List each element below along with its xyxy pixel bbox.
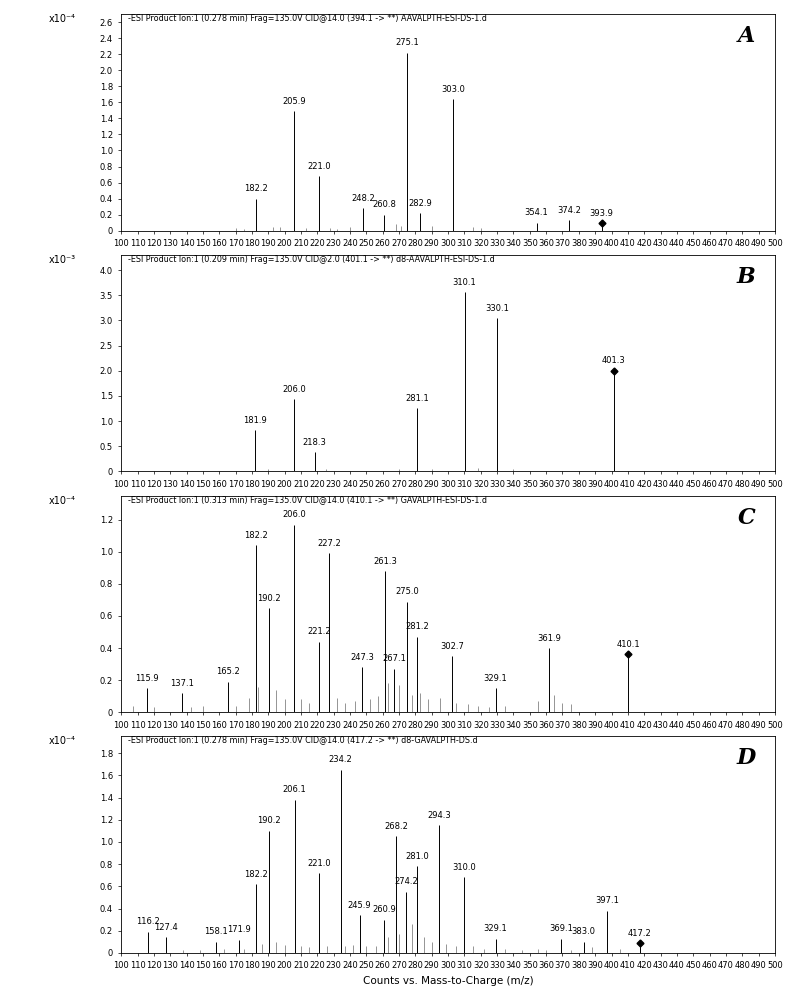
Text: 221.0: 221.0 bbox=[307, 162, 331, 171]
Text: -ESI Product Ion:1 (0.209 min) Frag=135.0V CID@2.0 (401.1 -> **) d8-AAVALPTH-ESI: -ESI Product Ion:1 (0.209 min) Frag=135.… bbox=[127, 255, 494, 264]
Text: 227.2: 227.2 bbox=[317, 539, 341, 548]
Text: 182.2: 182.2 bbox=[244, 184, 268, 193]
Text: 303.0: 303.0 bbox=[441, 85, 465, 94]
Text: B: B bbox=[737, 266, 756, 288]
Text: 268.2: 268.2 bbox=[384, 822, 408, 831]
Text: 281.2: 281.2 bbox=[405, 622, 429, 631]
Text: 274.2: 274.2 bbox=[394, 877, 418, 886]
Text: 234.2: 234.2 bbox=[329, 755, 353, 764]
Text: 221.2: 221.2 bbox=[308, 627, 331, 636]
Text: x10⁻³: x10⁻³ bbox=[48, 255, 76, 265]
Text: 181.9: 181.9 bbox=[243, 416, 267, 425]
Text: 245.9: 245.9 bbox=[348, 901, 371, 910]
Text: 374.2: 374.2 bbox=[557, 206, 582, 215]
Text: x10⁻⁴: x10⁻⁴ bbox=[49, 736, 76, 746]
Text: 330.1: 330.1 bbox=[486, 304, 509, 313]
Text: x10⁻⁴: x10⁻⁴ bbox=[49, 496, 76, 506]
Text: 281.1: 281.1 bbox=[405, 394, 429, 403]
Text: 369.1: 369.1 bbox=[549, 924, 573, 933]
Text: 190.2: 190.2 bbox=[257, 816, 280, 825]
Text: 221.0: 221.0 bbox=[307, 859, 331, 868]
Text: A: A bbox=[738, 25, 756, 47]
X-axis label: Counts vs. Mass-to-Charge (m/z): Counts vs. Mass-to-Charge (m/z) bbox=[363, 976, 534, 986]
Text: 182.2: 182.2 bbox=[244, 870, 268, 879]
Text: -ESI Product Ion:1 (0.313 min) Frag=135.0V CID@14.0 (410.1 -> **) GAVALPTH-ESI-D: -ESI Product Ion:1 (0.313 min) Frag=135.… bbox=[127, 496, 486, 505]
Text: 190.2: 190.2 bbox=[257, 594, 280, 603]
Text: 310.0: 310.0 bbox=[453, 863, 476, 872]
Text: 158.1: 158.1 bbox=[205, 927, 228, 936]
Text: 115.9: 115.9 bbox=[135, 674, 159, 683]
Text: C: C bbox=[737, 507, 756, 529]
Text: 417.2: 417.2 bbox=[628, 929, 652, 938]
Text: 205.9: 205.9 bbox=[283, 97, 306, 106]
Text: 137.1: 137.1 bbox=[170, 679, 194, 688]
Text: 182.2: 182.2 bbox=[244, 531, 268, 540]
Text: -ESI Product Ion:1 (0.278 min) Frag=135.0V CID@14.0 (394.1 -> **) AAVALPTH-ESI-D: -ESI Product Ion:1 (0.278 min) Frag=135.… bbox=[127, 14, 486, 23]
Text: 248.2: 248.2 bbox=[352, 194, 375, 203]
Text: 267.1: 267.1 bbox=[382, 654, 406, 663]
Text: 397.1: 397.1 bbox=[595, 896, 619, 905]
Text: 261.3: 261.3 bbox=[373, 557, 397, 566]
Text: D: D bbox=[736, 747, 756, 769]
Text: 329.1: 329.1 bbox=[484, 924, 508, 933]
Text: 275.0: 275.0 bbox=[395, 587, 419, 596]
Text: 354.1: 354.1 bbox=[525, 208, 549, 217]
Text: 410.1: 410.1 bbox=[616, 640, 640, 649]
Text: 127.4: 127.4 bbox=[154, 923, 178, 932]
Text: 260.9: 260.9 bbox=[372, 905, 396, 914]
Text: 393.9: 393.9 bbox=[589, 209, 614, 218]
Text: 361.9: 361.9 bbox=[538, 634, 561, 643]
Text: 116.2: 116.2 bbox=[136, 917, 160, 926]
Text: 247.3: 247.3 bbox=[350, 653, 374, 662]
Text: 165.2: 165.2 bbox=[216, 667, 240, 676]
Text: 206.0: 206.0 bbox=[283, 385, 306, 394]
Text: 329.1: 329.1 bbox=[484, 674, 508, 683]
Text: 310.1: 310.1 bbox=[453, 278, 476, 287]
Text: 171.9: 171.9 bbox=[227, 925, 250, 934]
Text: 218.3: 218.3 bbox=[303, 438, 327, 447]
Text: 302.7: 302.7 bbox=[441, 642, 464, 651]
Text: x10⁻⁴: x10⁻⁴ bbox=[49, 14, 76, 24]
Text: 282.9: 282.9 bbox=[408, 199, 432, 208]
Text: 206.1: 206.1 bbox=[283, 785, 306, 794]
Text: 281.0: 281.0 bbox=[405, 852, 429, 861]
Text: 260.8: 260.8 bbox=[372, 200, 396, 209]
Text: 206.0: 206.0 bbox=[283, 510, 306, 519]
Text: 275.1: 275.1 bbox=[396, 38, 419, 47]
Text: -ESI Product Ion:1 (0.278 min) Frag=135.0V CID@14.0 (417.2 -> **) d8-GAVALPTH-DS: -ESI Product Ion:1 (0.278 min) Frag=135.… bbox=[127, 736, 478, 745]
Text: 401.3: 401.3 bbox=[602, 356, 626, 365]
Text: 383.0: 383.0 bbox=[571, 927, 596, 936]
Text: 294.3: 294.3 bbox=[427, 811, 451, 820]
